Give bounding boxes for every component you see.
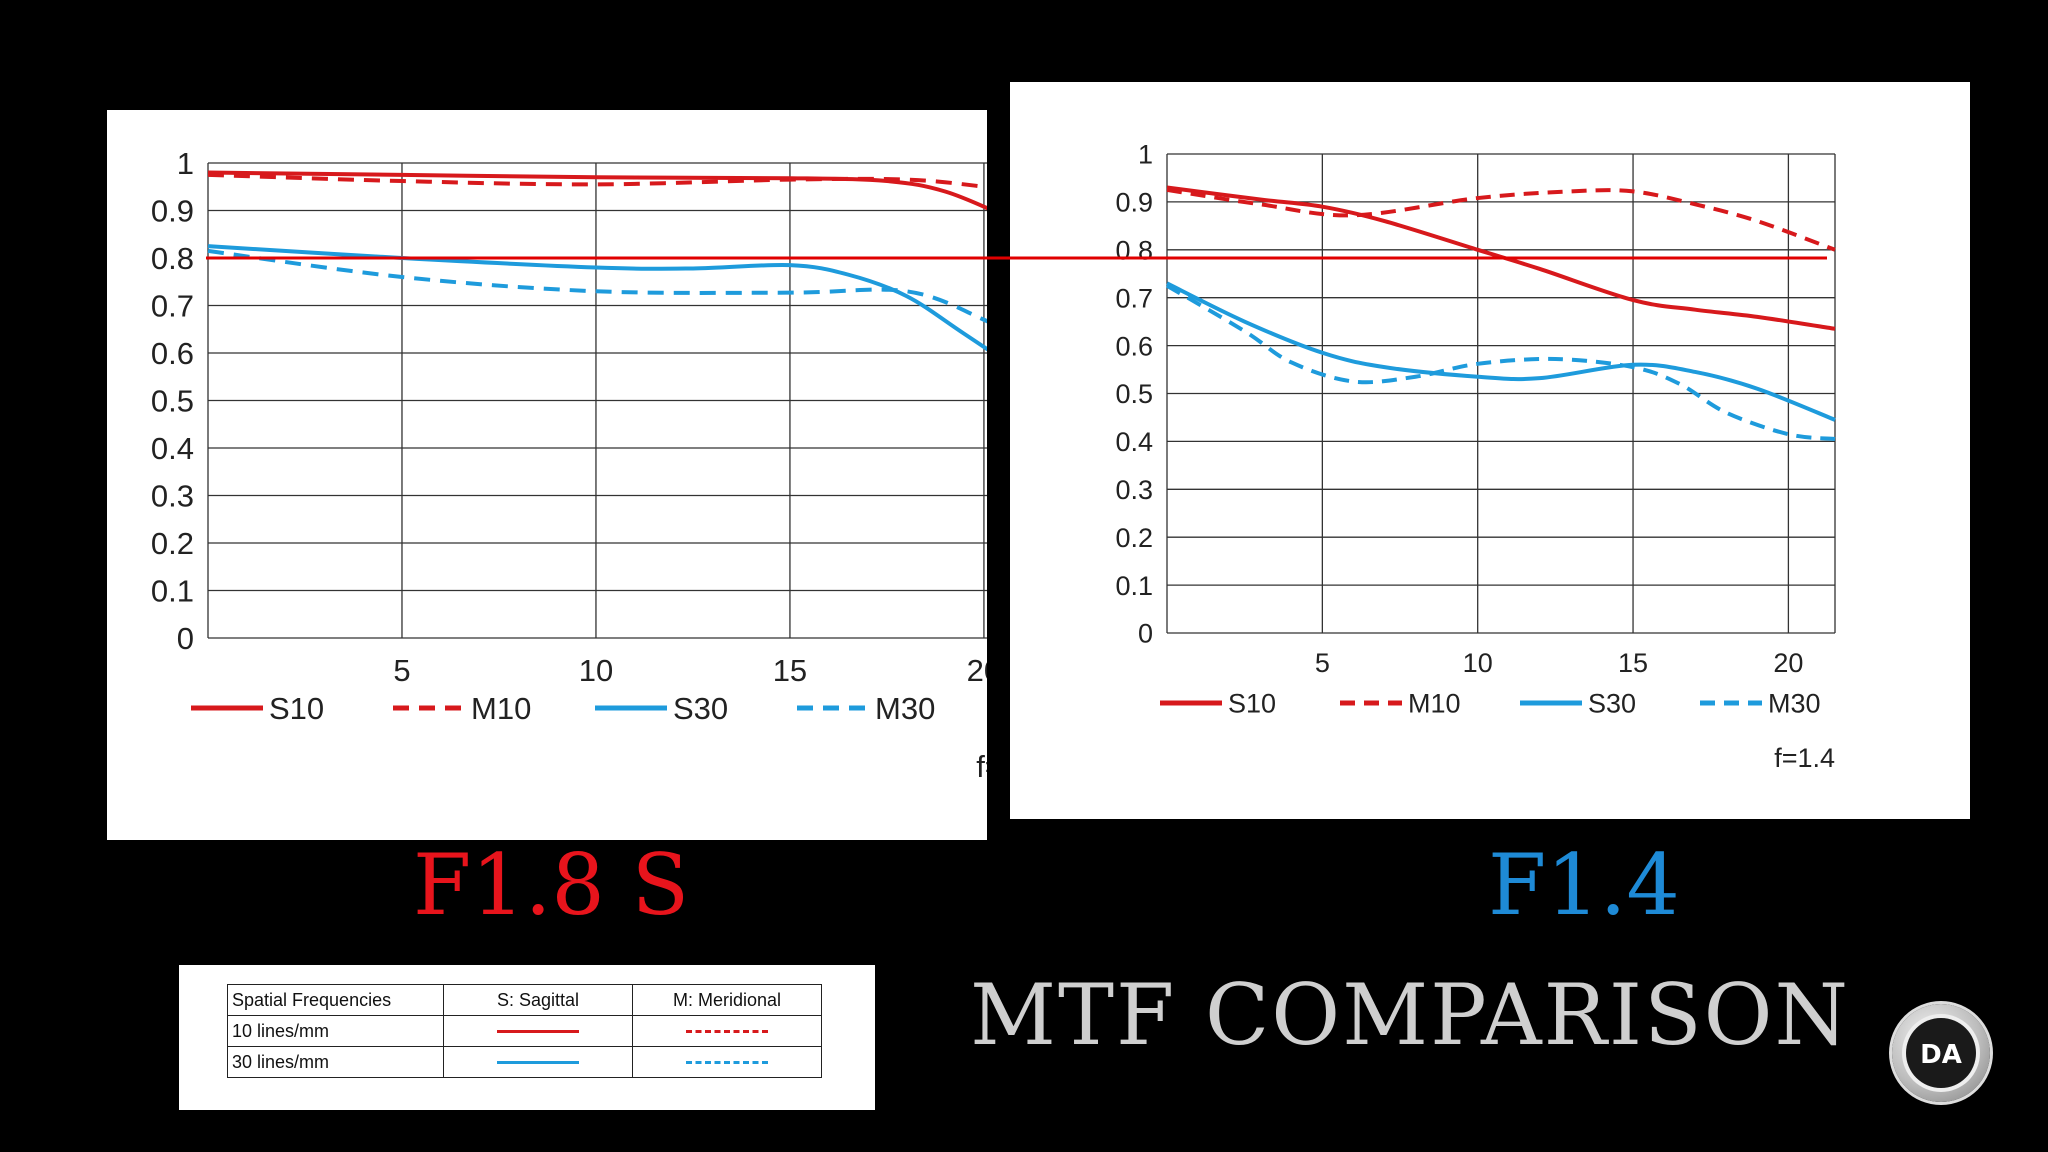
- f18-legend-label-m30: M30: [875, 691, 935, 726]
- legend-header-meridional: M: Meridional: [632, 984, 822, 1016]
- legend-row-10-meridional: [632, 1015, 822, 1047]
- legend-header-row: Spatial Frequencies S: Sagittal M: Merid…: [227, 984, 822, 1016]
- page-title: MTF COMPARISON: [970, 966, 1850, 1064]
- legend-table: Spatial Frequencies S: Sagittal M: Merid…: [227, 984, 822, 1078]
- f18-x-tick-2: 15: [773, 653, 807, 688]
- f14-y-tick-3: 0.3: [1115, 475, 1153, 505]
- f18-y-tick-7: 0.7: [151, 289, 194, 324]
- f18-y-tick-0: 0: [177, 621, 194, 656]
- f14-y-tick-7: 0.7: [1115, 283, 1153, 313]
- f18-y-tick-2: 0.2: [151, 526, 194, 561]
- f14-series-s30: [1166, 281, 1836, 422]
- f18-x-tick-0: 5: [393, 653, 410, 688]
- f14-y-tick-5: 0.5: [1115, 379, 1153, 409]
- f14-y-tick-1: 0.1: [1115, 571, 1153, 601]
- f18-x-tick-1: 10: [579, 653, 613, 688]
- legend-row-10: 10 lines/mm: [227, 1015, 822, 1047]
- f14-legend-label-s10: S10: [1228, 689, 1276, 719]
- f14-y-tick-9: 0.9: [1115, 188, 1153, 218]
- legend-row-10-sagittal: [443, 1015, 633, 1047]
- f14-x-tick-3: 20: [1773, 648, 1803, 678]
- f14-y-tick-0: 0: [1138, 619, 1153, 649]
- legend-row-30-sagittal: [443, 1046, 633, 1078]
- f14-series-m30: [1165, 283, 1836, 441]
- legend-row-10-label: 10 lines/mm: [227, 1015, 444, 1047]
- f18-y-tick-4: 0.4: [151, 431, 194, 466]
- f18-y-tick-8: 0.8: [151, 241, 194, 276]
- f14-series-s10: [1166, 185, 1836, 331]
- f14-y-tick-10: 1: [1138, 140, 1153, 170]
- f18-y-tick-5: 0.5: [151, 384, 194, 419]
- f18-y-tick-6: 0.6: [151, 336, 194, 371]
- f18-y-tick-3: 0.3: [151, 479, 194, 514]
- legend-row-30: 30 lines/mm: [227, 1046, 822, 1078]
- da-logo-text: DA: [1920, 1040, 1962, 1070]
- mtf-chart-f18: 00.10.20.30.40.50.60.70.80.915101520S10M…: [107, 110, 987, 840]
- f18-series-m10: [207, 172, 987, 190]
- f14-legend-label-m30: M30: [1768, 689, 1821, 719]
- f14-legend-label-s30: S30: [1588, 689, 1636, 719]
- legend-solid-red-line: [497, 1029, 579, 1033]
- legend-header-frequencies: Spatial Frequencies: [227, 984, 444, 1016]
- f18-series-s10: [207, 170, 987, 211]
- legend-row-30-label: 30 lines/mm: [227, 1046, 444, 1078]
- legend-table-box: Spatial Frequencies S: Sagittal M: Merid…: [179, 965, 875, 1110]
- f18-x-tick-3: 20: [967, 653, 987, 688]
- f14-y-tick-6: 0.6: [1115, 331, 1153, 361]
- f18-series-m30: [207, 248, 987, 324]
- f14-y-tick-2: 0.2: [1115, 523, 1153, 553]
- f18-legend-label-s30: S30: [673, 691, 728, 726]
- f18-legend-label-s10: S10: [269, 691, 324, 726]
- f14-legend-label-m10: M10: [1408, 689, 1461, 719]
- f14-y-tick-8: 0.8: [1115, 236, 1153, 266]
- da-logo: DA: [1892, 1004, 1990, 1102]
- f18-legend-label-m10: M10: [471, 691, 531, 726]
- mtf-chart-f14: 0 0.1 0.2 0.3 0.4 0.5 0.6 0.7 0.8 0.9 1 5 10 15 20 S10 M…: [1010, 82, 1970, 819]
- f14-y-tick-4: 0.4: [1115, 427, 1153, 457]
- da-logo-inner: DA: [1906, 1018, 1976, 1088]
- f14-x-tick-1: 10: [1463, 648, 1493, 678]
- f18-y-tick-9: 0.9: [151, 194, 194, 229]
- f14-x-tick-0: 5: [1315, 648, 1330, 678]
- chart-label-f18: F1.8 S: [413, 836, 690, 934]
- mtf-chart-f18-plot: 00.10.20.30.40.50.60.70.80.915101520S10M…: [151, 146, 987, 784]
- legend-row-30-meridional: [632, 1046, 822, 1078]
- f14-aperture-note: f=1.4: [1774, 743, 1835, 773]
- legend-dashed-red-line: [686, 1029, 768, 1033]
- legend-solid-blue-line: [497, 1060, 579, 1064]
- f18-y-tick-10: 1: [177, 146, 194, 181]
- f18-aperture-note: f=1.8: [976, 749, 987, 784]
- legend-dashed-blue-line: [686, 1060, 768, 1064]
- legend-header-sagittal: S: Sagittal: [443, 984, 633, 1016]
- f14-series-m10: [1166, 187, 1836, 252]
- f14-x-tick-2: 15: [1618, 648, 1648, 678]
- f18-y-tick-1: 0.1: [151, 574, 194, 609]
- chart-label-f14: F1.4: [1488, 836, 1680, 934]
